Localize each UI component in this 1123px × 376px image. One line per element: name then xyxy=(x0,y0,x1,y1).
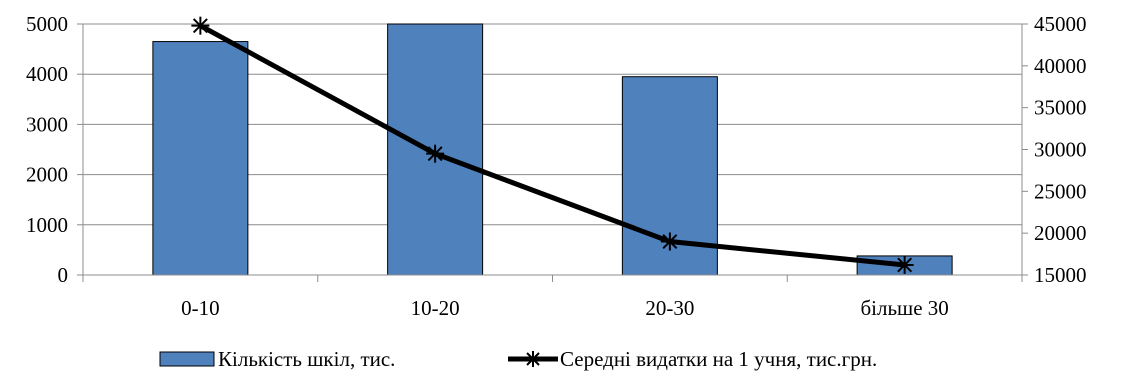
line-point-marker xyxy=(895,255,914,274)
bar xyxy=(152,41,249,276)
right-axis-ticks: 15000 20000 25000 30000 35000 40000 45000 xyxy=(1034,12,1087,287)
category-label: 10-20 xyxy=(411,296,460,320)
legend-line-marker xyxy=(525,351,541,367)
legend: Кількість шкіл, тис. Середні видатки на … xyxy=(159,347,877,371)
axes xyxy=(77,23,1028,282)
right-tick-label: 30000 xyxy=(1034,138,1087,162)
category-label: 0-10 xyxy=(181,296,220,320)
line-point-marker xyxy=(426,144,445,163)
right-tick-label: 25000 xyxy=(1034,179,1087,203)
left-tick-label: 3000 xyxy=(26,112,68,136)
left-axis-ticks: 0 1000 2000 3000 4000 5000 xyxy=(26,12,68,287)
left-tick-label: 0 xyxy=(58,263,69,287)
legend-bar-label: Кількість шкіл, тис. xyxy=(218,347,395,371)
left-tick-label: 2000 xyxy=(26,163,68,187)
category-label: більше 30 xyxy=(860,296,948,320)
right-tick-label: 35000 xyxy=(1034,96,1087,120)
category-label: 20-30 xyxy=(645,296,694,320)
right-tick-label: 45000 xyxy=(1034,12,1087,36)
bar-series xyxy=(152,23,953,276)
line-series xyxy=(191,16,914,274)
right-tick-label: 15000 xyxy=(1034,263,1087,287)
line-point-marker xyxy=(660,232,679,251)
left-tick-label: 4000 xyxy=(26,62,68,86)
left-tick-label: 5000 xyxy=(26,12,68,36)
right-tick-label: 40000 xyxy=(1034,54,1087,78)
category-labels: 0-10 10-20 20-30 більше 30 xyxy=(181,296,949,320)
legend-bar-swatch xyxy=(159,351,215,367)
series-line xyxy=(199,23,905,268)
right-tick-label: 20000 xyxy=(1034,221,1087,245)
legend-line-label: Середні видатки на 1 учня, тис.грн. xyxy=(560,347,877,371)
left-tick-label: 1000 xyxy=(26,213,68,237)
line-point-marker xyxy=(191,16,210,35)
